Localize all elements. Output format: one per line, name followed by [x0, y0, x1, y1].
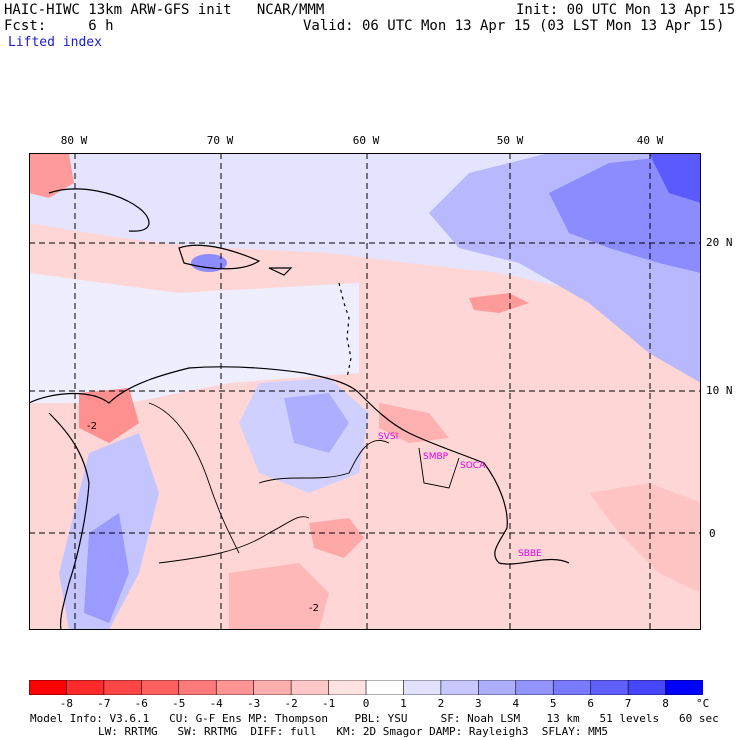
- caribbean-stable-band: [29, 273, 359, 403]
- colorbar-swatch: [665, 680, 703, 695]
- lifted-index-map: -2 -2: [29, 153, 701, 630]
- andes-stable-core: [84, 513, 129, 623]
- colorbar-swatch: [103, 680, 143, 695]
- colorbar-tick-label: 3: [474, 697, 482, 710]
- unstable-cuba: [29, 153, 74, 198]
- model-info-line2: LW: RRTMG SW: RRTMG DIFF: full KM: 2D Sm…: [98, 725, 608, 738]
- colorbar-swatch: [328, 680, 367, 695]
- colorbar-unit: °C: [696, 697, 710, 710]
- colorbar-tick-label: -5: [172, 697, 186, 710]
- stable-core-venezuela: [284, 393, 349, 453]
- colorbar-tick-label: -7: [97, 697, 111, 710]
- colorbar-swatch: [290, 680, 330, 695]
- init-time: Init: 00 UTC Mon 13 Apr 15: [516, 2, 736, 18]
- map-frame: [29, 153, 701, 630]
- puerto-rico-coast: [268, 267, 293, 276]
- unstable-colombia: [79, 388, 139, 443]
- colorbar-swatch: [552, 680, 592, 695]
- pacific-coast: [48, 412, 90, 630]
- station-label: SVSI: [378, 432, 399, 442]
- lat-label-20n: 20 N: [706, 236, 733, 249]
- hispaniola-coast: [178, 244, 261, 270]
- colorbar-swatch: [515, 680, 555, 695]
- unstable-south: [229, 563, 329, 630]
- colorbar-tick-label: -1: [321, 697, 336, 710]
- model-title: HAIC-HIWC 13km ARW-GFS init NCAR/MMM: [4, 2, 325, 18]
- colorbar-swatch: [590, 680, 629, 695]
- colorbar-tick-label: -4: [209, 697, 223, 710]
- colorbar-swatch: [253, 680, 292, 695]
- border-amazon: [158, 516, 310, 564]
- lon-label-80w: 80 W: [60, 134, 88, 147]
- colorbar-tick-label: -6: [134, 697, 148, 710]
- colorbar-swatch: [627, 680, 667, 695]
- lon-label-40w: 40 W: [636, 134, 664, 147]
- colorbar-tick-label: 8: [662, 697, 669, 710]
- colorbar-swatch: [178, 680, 218, 695]
- colorbar-tick-label: 2: [437, 697, 445, 710]
- station-label: SMBP: [423, 452, 449, 462]
- border-guianas: [418, 447, 460, 489]
- stable-max-northeast: [649, 153, 701, 203]
- contour-label: -2: [87, 421, 97, 432]
- colorbar: [29, 680, 703, 695]
- hispaniola-stable-spot: [191, 254, 227, 272]
- graticule: [29, 153, 701, 630]
- colorbar-swatch: [478, 680, 517, 695]
- field-name: Lifted index: [8, 35, 102, 50]
- colorbar-tick-label: -2: [284, 697, 298, 710]
- colorbar-swatch: [215, 680, 255, 695]
- colorbar-tick-label: -8: [59, 697, 74, 710]
- contour-label: -2: [309, 603, 319, 614]
- colorbar-swatch: [403, 680, 442, 695]
- valid-time: Valid: 06 UTC Mon 13 Apr 15 (03 LST Mon …: [303, 18, 725, 34]
- lon-label-60w: 60 W: [352, 134, 380, 147]
- colorbar-swatch: [29, 680, 68, 695]
- lat-label-equator: 0: [709, 527, 716, 540]
- station-label: SBBE: [518, 549, 542, 559]
- station-label: SOCA: [460, 461, 486, 471]
- lon-label-70w: 70 W: [206, 134, 234, 147]
- colorbar-tick-label: 7: [624, 697, 632, 710]
- border-venezuela-brazil: [258, 439, 390, 484]
- forecast-hour: Fcst: 6 h: [4, 18, 114, 34]
- colorbar-swatch: [440, 680, 480, 695]
- colorbar-tick-label: 4: [512, 697, 520, 710]
- colorbar-tick-label: 6: [587, 697, 594, 710]
- model-info-line1: Model Info: V3.6.1 CU: G-F Ens MP: Thomp…: [30, 712, 719, 725]
- unstable-atlantic-streak: [469, 293, 529, 313]
- colorbar-tick-label: 5: [549, 697, 557, 710]
- colorbar-tick-label: 0: [362, 697, 370, 710]
- unstable-guyana-coast: [379, 403, 449, 443]
- colorbar-swatch: [141, 680, 180, 695]
- unstable-amazon: [309, 518, 364, 558]
- cuba-coast: [48, 188, 150, 232]
- unstable-equatorial-atlantic: [589, 483, 701, 593]
- lon-label-50w: 50 W: [496, 134, 524, 147]
- lat-label-10n: 10 N: [706, 384, 733, 397]
- south-america-north-coast: [29, 366, 570, 565]
- colorbar-tick-label: -3: [247, 697, 261, 710]
- colorbar-swatch: [66, 680, 105, 695]
- colorbar-swatch: [365, 680, 405, 695]
- colorbar-tick-label: 1: [400, 697, 407, 710]
